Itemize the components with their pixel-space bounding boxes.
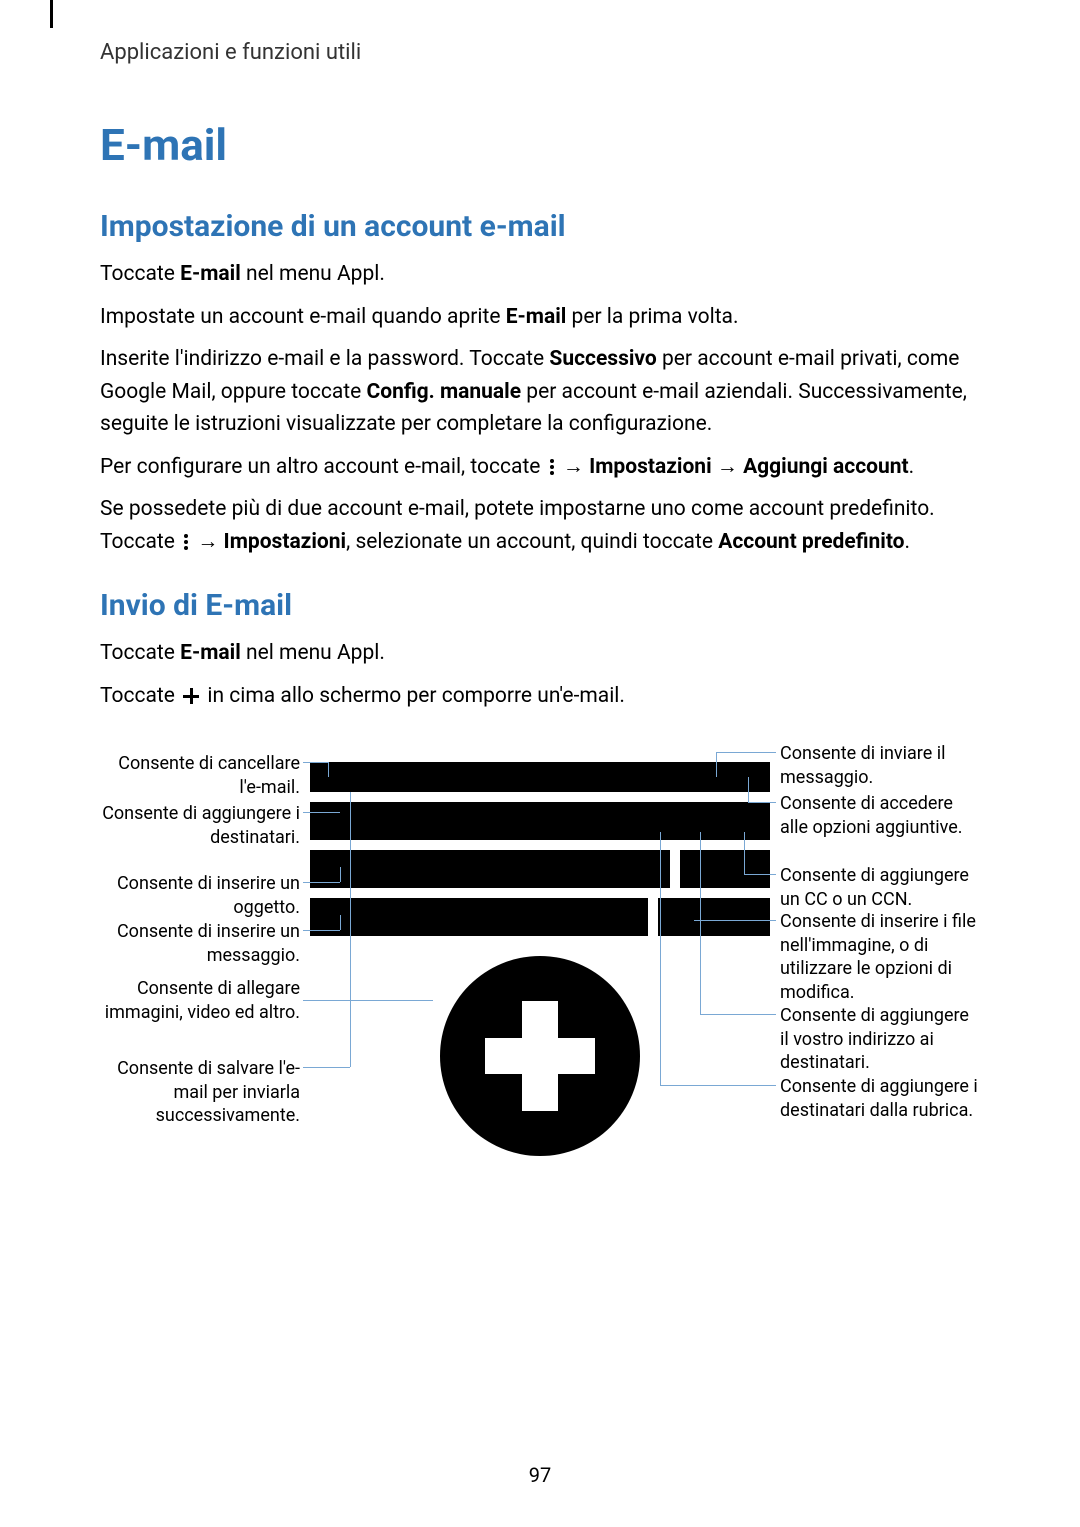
line bbox=[748, 777, 749, 802]
compose-email-diagram: Consente di cancellare l'e-mail. Consent… bbox=[100, 742, 980, 1162]
diagram-bar-message-extra bbox=[658, 898, 771, 936]
line bbox=[748, 802, 776, 803]
callout-add-recipients: Consente di aggiungere i destinatari. bbox=[100, 802, 300, 849]
page-number: 97 bbox=[0, 1463, 1080, 1487]
callout-contacts: Consente di aggiungere i destinatari dal… bbox=[780, 1075, 990, 1122]
diagram-bar-toolbar bbox=[310, 762, 770, 792]
text-bold: E-mail bbox=[180, 641, 241, 665]
text-bold: Successivo bbox=[549, 347, 656, 371]
text-bold: E-mail bbox=[506, 305, 567, 329]
text: → bbox=[192, 530, 223, 554]
line bbox=[660, 832, 661, 1085]
line bbox=[744, 874, 776, 875]
line bbox=[303, 930, 340, 931]
text: → bbox=[712, 455, 743, 479]
callout-save-draft: Consente di salvare l'e-mail per inviarl… bbox=[100, 1057, 300, 1127]
line bbox=[340, 867, 341, 882]
text: per la prima volta. bbox=[566, 305, 738, 329]
page-side-tab bbox=[50, 0, 53, 28]
section1-heading: Impostazione di un account e-mail bbox=[100, 209, 980, 244]
callout-message: Consente di inserire un messaggio. bbox=[100, 920, 300, 967]
diagram-bar-recipients bbox=[310, 802, 770, 840]
text-bold: E-mail bbox=[180, 262, 241, 286]
text: . bbox=[905, 530, 911, 554]
text: → bbox=[558, 455, 589, 479]
callout-insert-file: Consente di inserire i file nell'immagin… bbox=[780, 910, 990, 1004]
more-icon bbox=[184, 534, 188, 550]
text: nel menu Appl. bbox=[241, 641, 385, 665]
line bbox=[700, 832, 701, 1014]
section1-p2: Impostate un account e-mail quando aprit… bbox=[100, 301, 980, 334]
line bbox=[744, 832, 745, 874]
text: nel menu Appl. bbox=[241, 262, 385, 286]
text: Toccate bbox=[100, 641, 180, 665]
text: Per configurare un altro account e-mail,… bbox=[100, 455, 546, 479]
line bbox=[716, 752, 717, 777]
text: Toccate bbox=[100, 262, 180, 286]
diagram-bar-subject-row bbox=[310, 850, 770, 888]
line bbox=[694, 920, 776, 921]
callout-cc-bcc: Consente di aggiungere un CC o un CCN. bbox=[780, 864, 980, 911]
diagram-bar-subject-extra bbox=[680, 850, 770, 888]
line bbox=[700, 1014, 776, 1015]
callout-attach: Consente di allegare immagini, video ed … bbox=[100, 977, 300, 1024]
callout-send: Consente di inviare il messaggio. bbox=[780, 742, 980, 789]
line bbox=[303, 1000, 433, 1001]
callout-cancel: Consente di cancellare l'e-mail. bbox=[100, 752, 300, 799]
text: Impostate un account e-mail quando aprit… bbox=[100, 305, 506, 329]
text: , selezionate un account, quindi toccate bbox=[346, 530, 718, 554]
text-bold: Impostazioni bbox=[589, 455, 712, 479]
text-bold: Impostazioni bbox=[224, 530, 347, 554]
text-bold: Config. manuale bbox=[366, 380, 521, 404]
plus-icon bbox=[182, 687, 200, 705]
callout-subject: Consente di inserire un oggetto. bbox=[100, 872, 300, 919]
section2-p2: Toccate in cima allo schermo per comporr… bbox=[100, 680, 980, 713]
line bbox=[340, 915, 341, 930]
section2-heading: Invio di E-mail bbox=[100, 588, 980, 623]
section1-p5: Se possedete più di due account e-mail, … bbox=[100, 493, 980, 558]
section1-p3: Inserite l'indirizzo e-mail e la passwor… bbox=[100, 343, 980, 441]
diagram-attach-circle bbox=[440, 956, 640, 1156]
line bbox=[660, 1085, 776, 1086]
line bbox=[350, 792, 351, 1067]
text: . bbox=[909, 455, 915, 479]
header-section-label: Applicazioni e funzioni utili bbox=[100, 40, 980, 65]
line bbox=[303, 812, 340, 813]
text: Inserite l'indirizzo e-mail e la passwor… bbox=[100, 347, 549, 371]
text-bold: Account predefinito bbox=[718, 530, 904, 554]
text: Toccate bbox=[100, 684, 180, 708]
diagram-bar-message bbox=[310, 898, 648, 936]
text: in cima allo schermo per comporre un'e-m… bbox=[202, 684, 625, 708]
callout-more-options: Consente di accedere alle opzioni aggiun… bbox=[780, 792, 980, 839]
line bbox=[328, 762, 329, 777]
section1-p4: Per configurare un altro account e-mail,… bbox=[100, 451, 980, 484]
line bbox=[716, 752, 776, 753]
diagram-bar-subject bbox=[310, 850, 670, 888]
more-icon bbox=[550, 459, 554, 475]
line bbox=[303, 762, 328, 763]
diagram-ui-mock bbox=[310, 762, 770, 1156]
section2-p1: Toccate E-mail nel menu Appl. bbox=[100, 637, 980, 670]
diagram-bar-message-row bbox=[310, 898, 770, 936]
callout-add-me: Consente di aggiungere il vostro indiriz… bbox=[780, 1004, 980, 1074]
text-bold: Aggiungi account bbox=[743, 455, 909, 479]
line bbox=[303, 1067, 350, 1068]
page-title: E-mail bbox=[100, 119, 980, 171]
line bbox=[303, 882, 340, 883]
section1-p1: Toccate E-mail nel menu Appl. bbox=[100, 258, 980, 291]
